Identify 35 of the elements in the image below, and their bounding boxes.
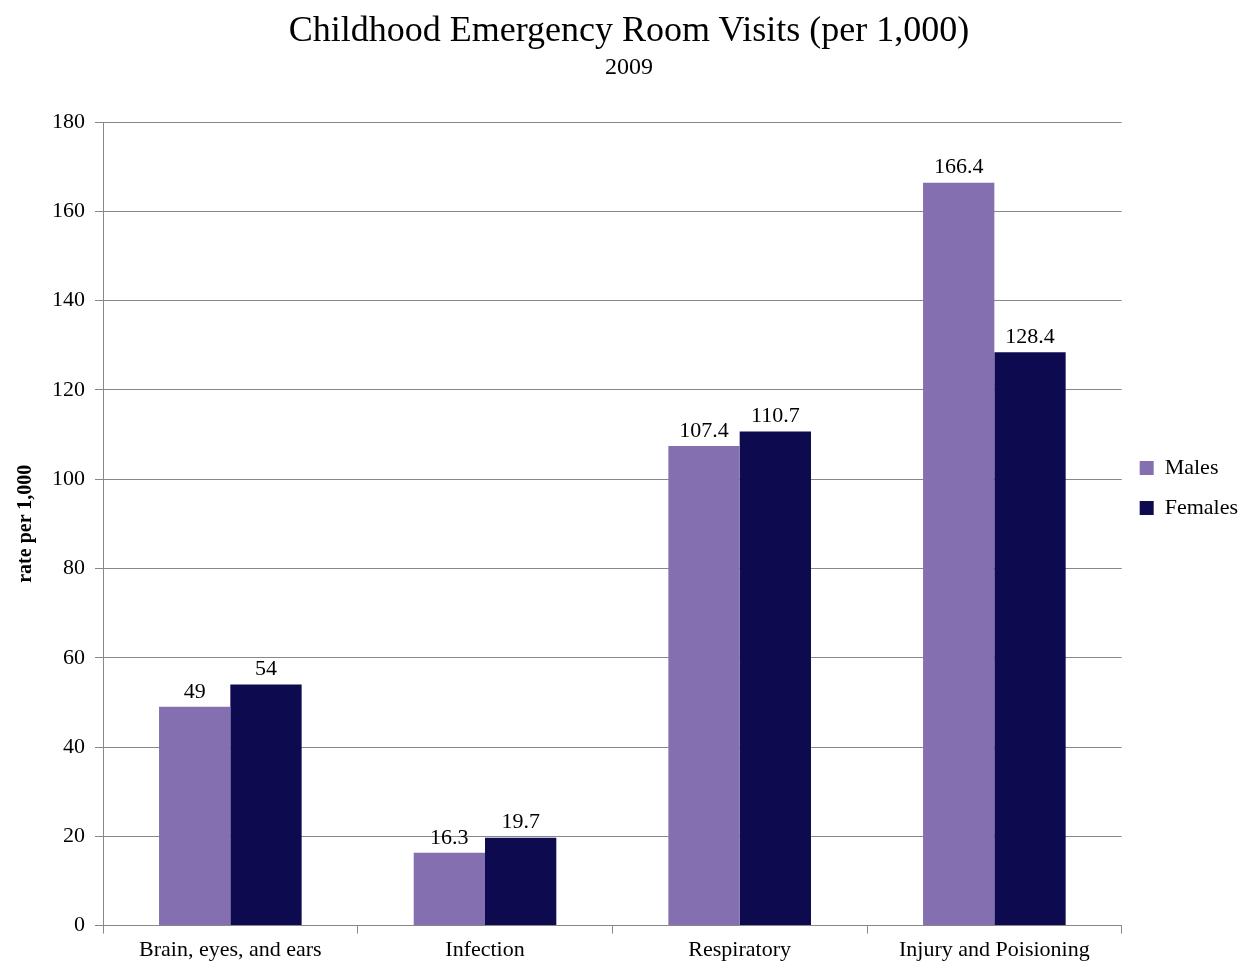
bar [413,852,486,926]
y-axis-title: rate per 1,000 [13,464,37,583]
y-tick-label: 40 [63,732,85,758]
y-tick-label: 0 [74,911,85,937]
data-label: 110.7 [750,402,800,428]
chart-subtitle: 2009 [605,52,653,79]
x-tick-label: Respiratory [688,935,792,961]
legend-label: Males [1164,453,1219,479]
data-label: 107.4 [679,416,729,442]
y-tick-label: 180 [52,107,85,133]
bar [994,352,1066,926]
x-tick-label: Brain, eyes, and ears [139,935,322,961]
y-tick-label: 60 [63,643,85,669]
y-tick-label: 160 [52,197,85,223]
y-tick-label: 100 [52,464,85,490]
y-tick-label: 20 [63,822,85,848]
data-label: 166.4 [933,153,984,179]
bar [159,706,231,926]
data-label: 54 [254,655,277,681]
y-tick-label: 80 [63,554,85,580]
x-tick-label: Injury and Poisioning [899,935,1090,961]
y-tick-label: 120 [52,375,85,401]
bar [230,684,302,926]
y-tick-label: 140 [52,286,85,312]
bar [923,182,995,926]
bar [485,837,557,926]
chart-title: Childhood Emergency Room Visits (per 1,000) [288,9,970,50]
bar [739,431,811,926]
bar [668,446,740,926]
x-tick-label: Infection [445,935,525,961]
data-label: 128.4 [1005,323,1055,349]
data-label: 16.3 [430,823,469,849]
legend-label: Females [1164,493,1239,519]
data-label: 49 [183,677,206,703]
data-label: 19.7 [501,808,540,834]
